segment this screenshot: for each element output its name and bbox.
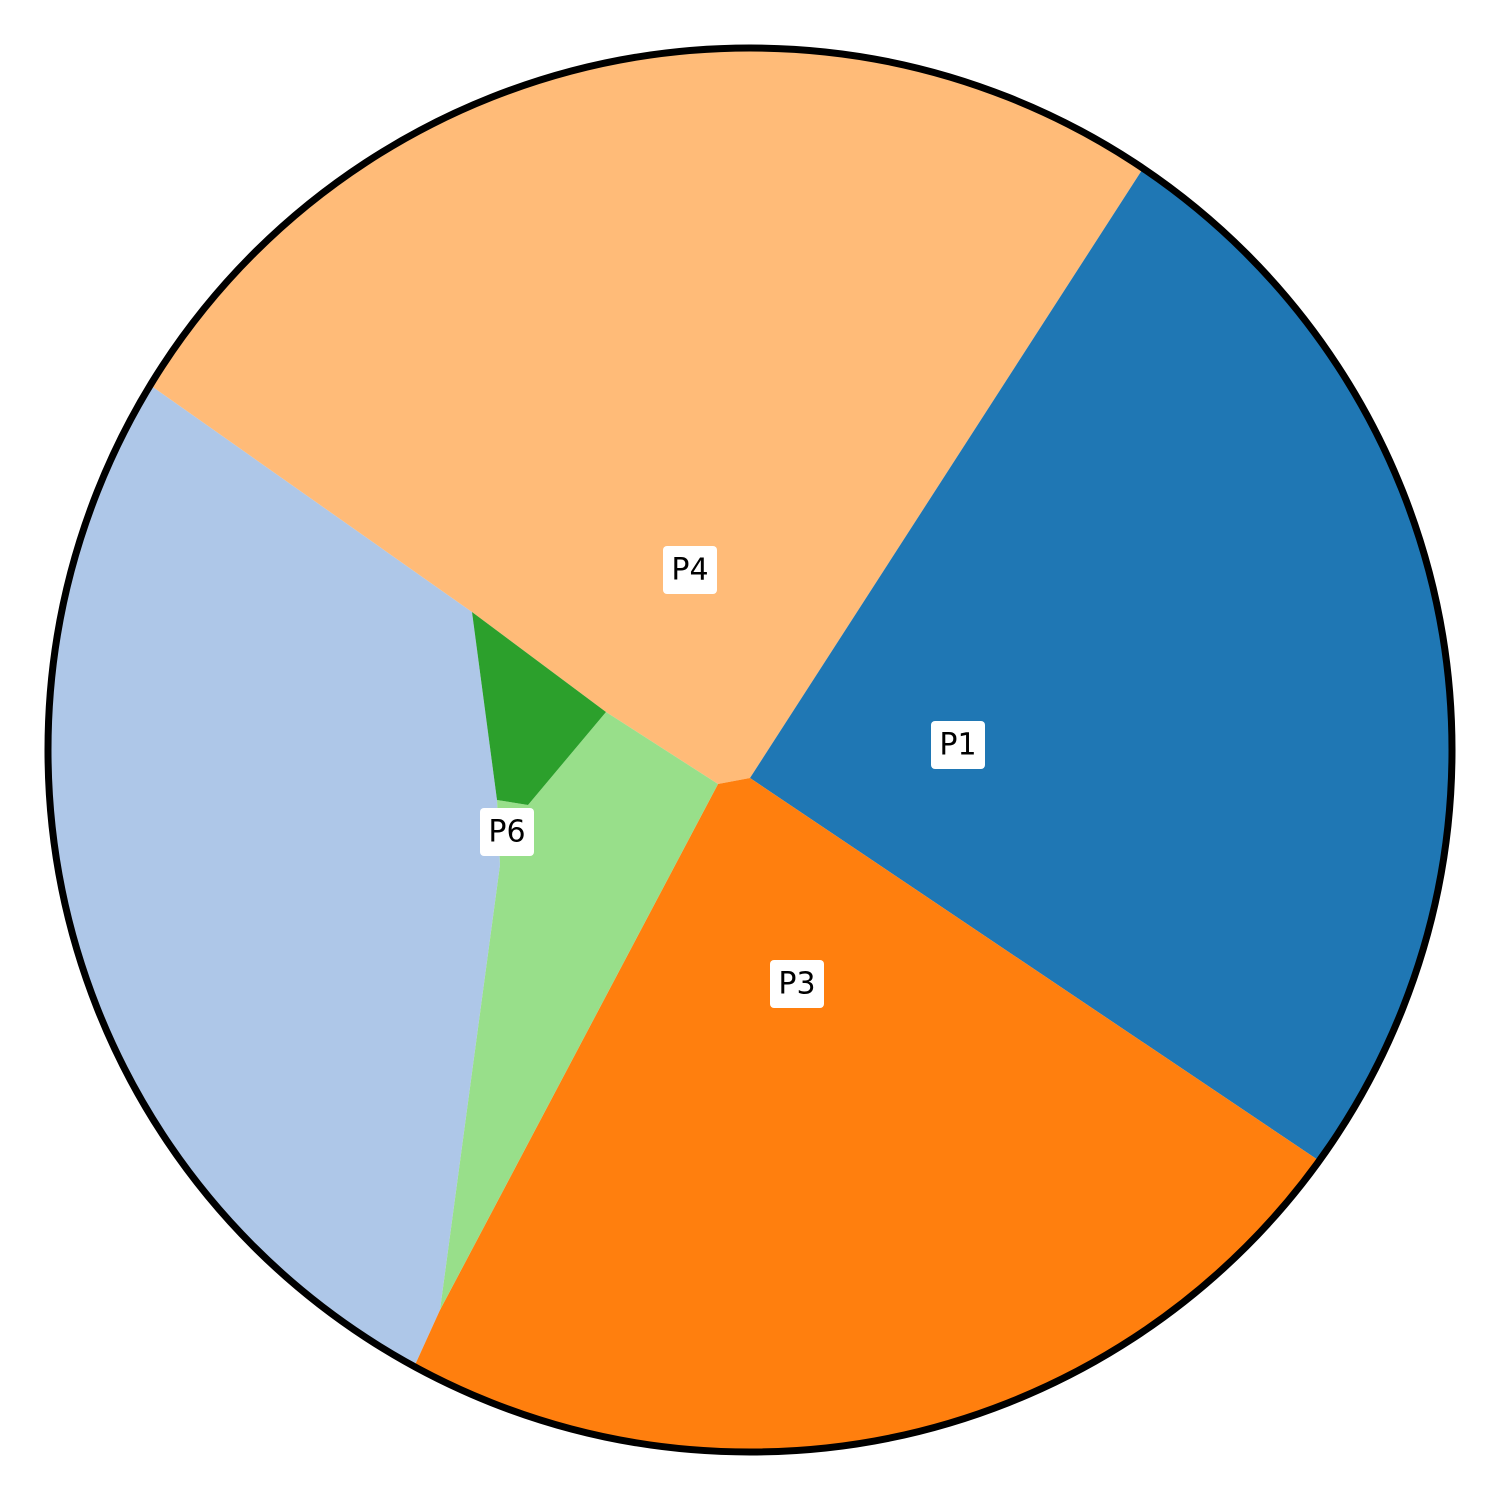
region-p5 bbox=[440, 712, 718, 1310]
label-p3: P3 bbox=[770, 960, 824, 1008]
disk-boundary bbox=[44, 44, 1456, 1456]
region-p3 bbox=[48, 778, 1452, 1452]
region-p6 bbox=[472, 612, 606, 805]
region-p1 bbox=[750, 48, 1452, 1452]
label-p6-text: P6 bbox=[488, 815, 525, 850]
label-p4: P4 bbox=[663, 546, 717, 594]
label-p6: P6 bbox=[480, 808, 534, 856]
label-p1: P1 bbox=[931, 721, 985, 769]
label-p4-text: P4 bbox=[671, 553, 708, 588]
label-p1-text: P1 bbox=[939, 728, 976, 763]
label-p3-text: P3 bbox=[778, 967, 815, 1002]
region-p4 bbox=[48, 48, 1452, 784]
